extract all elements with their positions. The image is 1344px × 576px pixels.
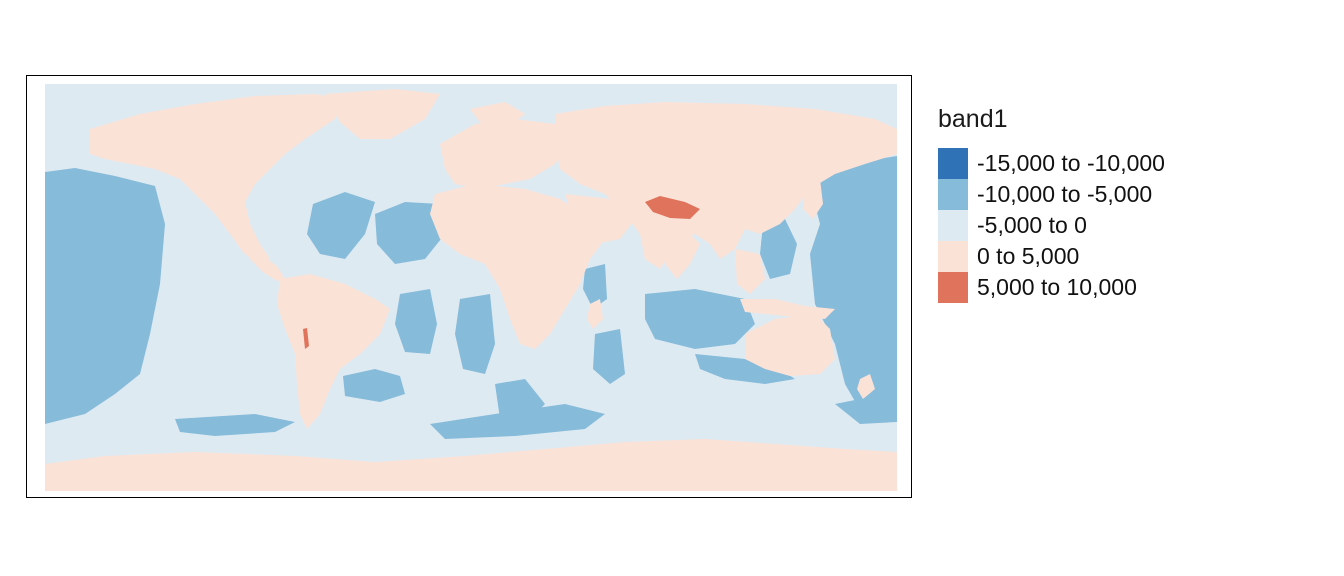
land-india: [655, 229, 700, 279]
legend-swatch: [938, 148, 968, 179]
deep-ocean-central-atlantic: [375, 202, 445, 264]
land-central-america: [245, 244, 285, 281]
high-tibetan-plateau: [645, 196, 700, 219]
land-antarctica: [45, 439, 897, 491]
deep-ocean-tasman: [835, 396, 897, 424]
deep-ocean-southern-indian-band: [430, 404, 605, 439]
land-regions: [45, 89, 897, 491]
legend-item: -15,000 to -10,000: [938, 148, 1165, 179]
deep-ocean-southern-pacific-band: [175, 414, 295, 436]
land-indonesia: [740, 299, 835, 319]
high-andes: [303, 328, 309, 349]
legend-label: -5,000 to 0: [977, 212, 1087, 238]
legend-item: 0 to 5,000: [938, 241, 1165, 272]
land-japan: [803, 179, 823, 219]
deep-ocean-north-atlantic: [307, 192, 375, 259]
legend-item: -10,000 to -5,000: [938, 179, 1165, 210]
high-elevation-regions: [303, 196, 700, 349]
deep-ocean-indian-east: [695, 354, 795, 384]
legend-label: 0 to 5,000: [977, 243, 1080, 269]
land-madagascar: [587, 299, 603, 329]
deep-ocean-west-pacific: [807, 156, 897, 419]
world-elevation-map: [45, 84, 897, 491]
legend-label: -10,000 to -5,000: [977, 181, 1153, 207]
deep-ocean-indian-central: [645, 289, 755, 349]
deep-ocean-south-atlantic: [455, 294, 495, 374]
land-new-zealand: [857, 374, 875, 399]
legend-items: -15,000 to -10,000 -10,000 to -5,000 -5,00…: [938, 148, 1165, 303]
land-greenland: [325, 89, 440, 139]
deep-ocean-mozambique: [583, 264, 607, 309]
land-south-america: [277, 274, 390, 429]
deep-ocean-north-pacific: [45, 168, 165, 424]
deep-ocean-indian-west: [593, 329, 625, 384]
legend-item: 5,000 to 10,000: [938, 272, 1165, 303]
legend-label: 5,000 to 10,000: [977, 274, 1137, 300]
land-scandinavia-uk: [470, 102, 525, 129]
deep-ocean-argentine-basin: [343, 369, 405, 402]
legend-title: band1: [938, 105, 1008, 133]
land-north-america: [90, 94, 345, 262]
land-asia: [555, 102, 897, 269]
legend-swatch: [938, 272, 968, 303]
land-southeast-asia: [735, 249, 765, 294]
deep-ocean-philippine: [760, 219, 797, 279]
legend-swatch: [938, 241, 968, 272]
land-africa: [430, 184, 605, 349]
land-australia: [745, 314, 835, 376]
deep-ocean-south-atlantic-east: [395, 289, 437, 354]
legend-item: -5,000 to 0: [938, 210, 1165, 241]
deep-ocean-regions: [45, 156, 897, 439]
legend-label: -15,000 to -10,000: [977, 150, 1165, 176]
legend-swatch: [938, 210, 968, 241]
map-legend: band1 -15,000 to -10,000 -10,000 to -5,00…: [938, 104, 1165, 303]
legend-swatch: [938, 179, 968, 210]
land-europe: [440, 119, 570, 189]
land-arctic-islands: [255, 96, 325, 122]
